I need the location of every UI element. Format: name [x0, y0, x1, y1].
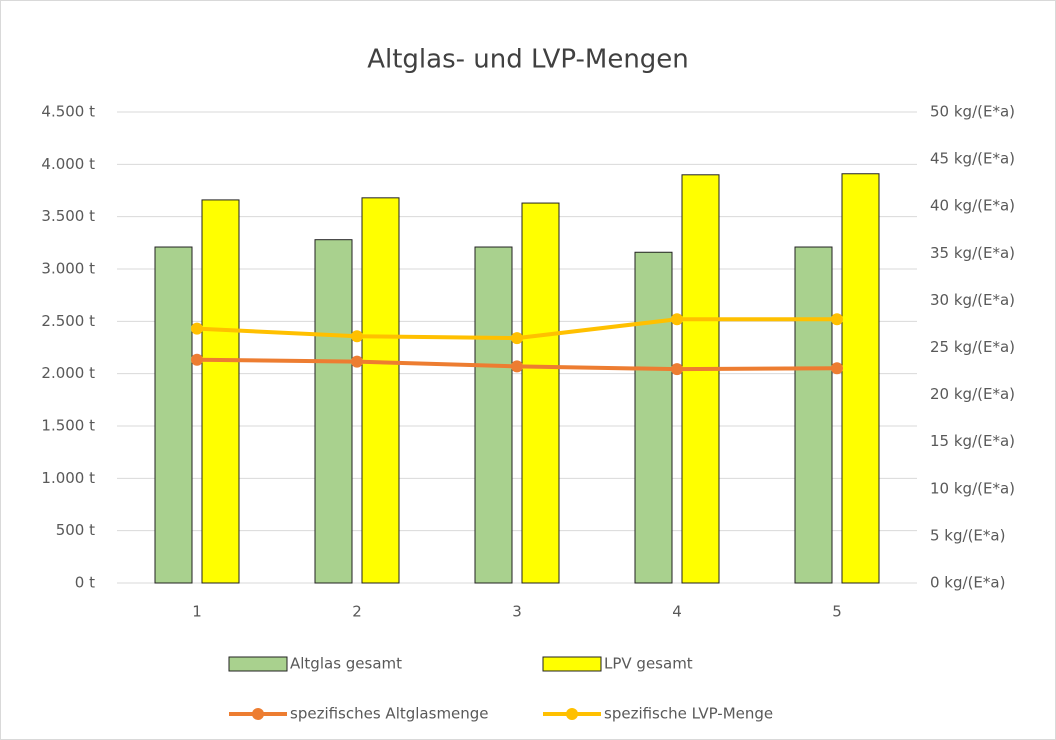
legend-label: spezifisches Altglasmenge: [290, 705, 489, 723]
bar: [681, 174, 720, 584]
bar: [474, 246, 513, 584]
y2-tick-label: 0 kg/(E*a): [930, 574, 1005, 592]
line-marker: [191, 322, 203, 335]
line-marker: [671, 363, 683, 376]
legend-swatch: [542, 656, 602, 672]
y2-tick-label: 40 kg/(E*a): [930, 197, 1015, 215]
x-tick-label: 3: [512, 603, 522, 621]
x-tick-label: 2: [352, 603, 362, 621]
bar: [841, 173, 880, 584]
y-tick-label: 0 t: [75, 574, 95, 592]
y-tick-label: 500 t: [56, 521, 95, 539]
y-tick-label: 3.500 t: [41, 207, 95, 225]
y-tick-label: 4.500 t: [41, 103, 95, 121]
y-tick-label: 3.000 t: [41, 260, 95, 278]
y2-tick-label: 30 kg/(E*a): [930, 291, 1015, 309]
bar: [154, 246, 193, 584]
bar: [201, 199, 240, 584]
line-marker: [671, 313, 683, 326]
bar: [634, 251, 673, 584]
line-marker: [511, 332, 523, 345]
line-marker: [351, 355, 363, 368]
legend-swatch: [228, 656, 288, 672]
y-tick-label: 1.000 t: [41, 469, 95, 487]
bar: [794, 246, 833, 584]
y2-tick-label: 25 kg/(E*a): [930, 338, 1015, 356]
y2-tick-label: 5 kg/(E*a): [930, 526, 1005, 544]
legend-label: Altglas gesamt: [290, 655, 402, 673]
y2-tick-label: 10 kg/(E*a): [930, 479, 1015, 497]
bar: [361, 197, 400, 584]
y2-tick-label: 15 kg/(E*a): [930, 432, 1015, 450]
legend-marker: [566, 708, 578, 720]
bar: [314, 239, 353, 584]
bar: [521, 202, 560, 584]
x-tick-label: 4: [672, 603, 682, 621]
chart-title: Altglas- und LVP-Mengen: [367, 45, 689, 75]
line-marker: [191, 353, 203, 366]
x-tick-label: 5: [832, 603, 842, 621]
y-tick-label: 1.500 t: [41, 417, 95, 435]
y-tick-label: 4.000 t: [41, 155, 95, 173]
legend-marker: [252, 708, 264, 720]
y2-tick-label: 20 kg/(E*a): [930, 385, 1015, 403]
legend-label: spezifische LVP-Menge: [604, 705, 773, 723]
line-marker: [831, 362, 843, 375]
y2-tick-label: 35 kg/(E*a): [930, 244, 1015, 262]
line-marker: [831, 313, 843, 326]
line-marker: [511, 360, 523, 373]
legend-label: LPV gesamt: [604, 655, 693, 673]
line-marker: [351, 330, 363, 343]
y-tick-label: 2.000 t: [41, 364, 95, 382]
y2-tick-label: 50 kg/(E*a): [930, 103, 1015, 121]
y2-tick-label: 45 kg/(E*a): [930, 150, 1015, 168]
x-tick-label: 1: [192, 603, 202, 621]
y-tick-label: 2.500 t: [41, 312, 95, 330]
